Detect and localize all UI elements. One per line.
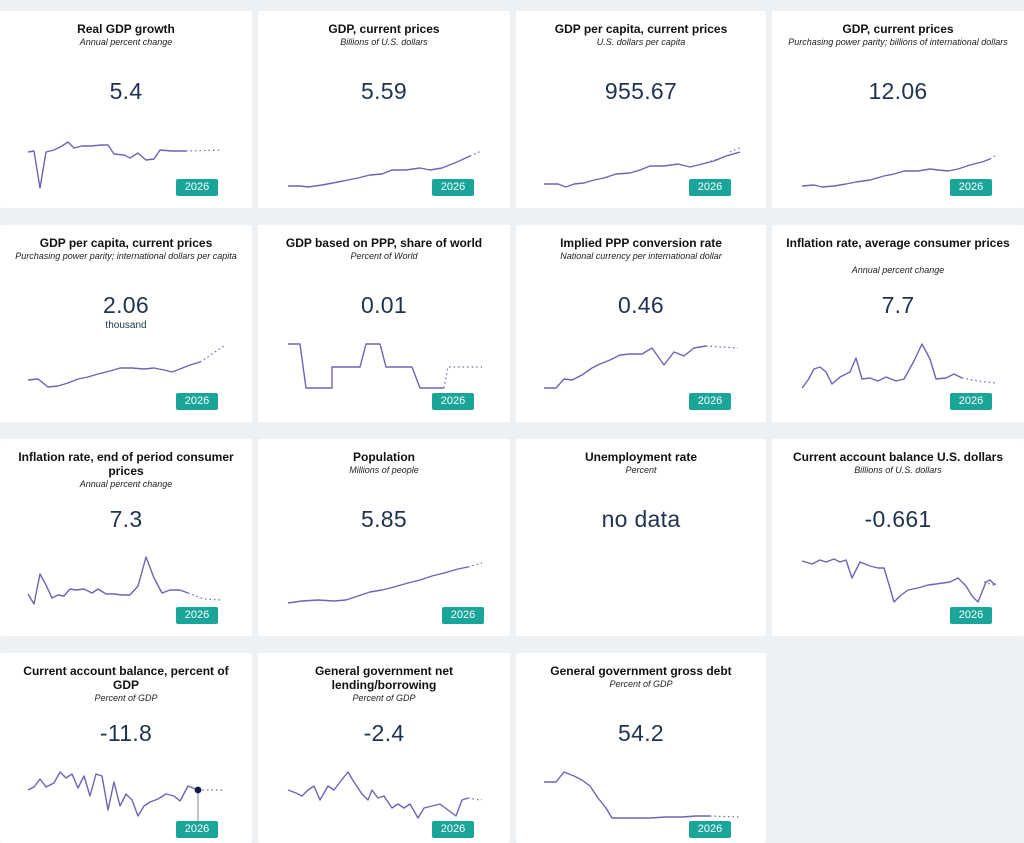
- card-subtitle: Annual percent change: [851, 265, 945, 275]
- sparkline-chart: [544, 345, 739, 389]
- card-value: 955.67: [604, 78, 678, 104]
- projection-year-badge[interactable]: 2026: [689, 393, 731, 410]
- card-subtitle: Percent of GDP: [609, 679, 673, 689]
- card-subtitle: Billions of U.S. dollars: [854, 465, 942, 475]
- projection-year-badge[interactable]: 2026: [689, 821, 731, 838]
- card-title: Unemployment rate: [584, 450, 698, 464]
- sparkline-chart: [27, 556, 223, 605]
- card-subtitle: Percent of GDP: [352, 693, 416, 703]
- card-subtitle: Annual percent change: [79, 479, 173, 489]
- card-gdp-current-prices[interactable]: GDP, current prices Billions of U.S. dol…: [258, 11, 510, 208]
- projection-year-badge[interactable]: 2026: [432, 179, 474, 196]
- card-title: General government net lending/borrowing: [314, 664, 454, 692]
- card-value: 0.46: [618, 292, 664, 318]
- sparkline-chart: [27, 345, 224, 388]
- sparkline-chart: [287, 562, 482, 604]
- sparkline-chart: [288, 343, 482, 389]
- card-gdp-per-capita-ppp[interactable]: GDP per capita, current prices Purchasin…: [0, 225, 252, 422]
- projection-year-badge[interactable]: 2026: [176, 393, 218, 410]
- card-inflation-average[interactable]: Inflation rate, average consumer prices …: [772, 225, 1024, 422]
- card-subtitle: Percent of World: [350, 251, 418, 261]
- sparkline-chart: [288, 150, 482, 188]
- projection-year-badge[interactable]: 2026: [176, 607, 218, 624]
- card-subtitle: Billions of U.S. dollars: [340, 37, 428, 47]
- card-real-gdp-growth[interactable]: Real GDP growth Annual percent change 5.…: [0, 11, 252, 208]
- card-subtitle: Purchasing power parity; billions of int…: [788, 37, 1008, 47]
- card-title: Real GDP growth: [77, 22, 175, 36]
- card-ppp-conversion-rate[interactable]: Implied PPP conversion rate National cur…: [516, 225, 766, 422]
- card-value: 54.2: [618, 720, 664, 746]
- card-current-account-pct-gdp[interactable]: Current account balance, percent of GDP …: [0, 653, 252, 843]
- card-value: -11.8: [99, 720, 153, 746]
- card-gov-gross-debt[interactable]: General government gross debt Percent of…: [516, 653, 766, 843]
- card-unit: thousand: [105, 320, 147, 331]
- sparkline-chart: [27, 771, 224, 824]
- card-unemployment-rate[interactable]: Unemployment rate Percent no data: [516, 439, 766, 636]
- card-title: Implied PPP conversion rate: [560, 236, 722, 250]
- card-value: -0.661: [864, 506, 932, 532]
- card-gov-net-lending[interactable]: General government net lending/borrowing…: [258, 653, 510, 843]
- card-title: GDP per capita, current prices: [554, 22, 728, 36]
- card-title: GDP based on PPP, share of world: [285, 236, 483, 250]
- sparkline-chart: [801, 558, 996, 603]
- card-subtitle: Percent: [625, 465, 657, 475]
- sparkline-chart: [544, 771, 740, 819]
- projection-year-badge[interactable]: 2026: [950, 393, 992, 410]
- card-title: GDP per capita, current prices: [39, 236, 213, 250]
- sparkline-chart: [287, 771, 482, 819]
- sparkline-chart: [544, 147, 740, 188]
- card-value: 5.85: [361, 506, 407, 532]
- projection-year-badge[interactable]: 2026: [176, 821, 218, 838]
- card-title: GDP, current prices: [842, 22, 954, 36]
- card-title: Current account balance U.S. dollars: [792, 450, 1004, 464]
- projection-year-badge[interactable]: 2026: [432, 821, 474, 838]
- card-gdp-ppp[interactable]: GDP, current prices Purchasing power par…: [772, 11, 1024, 208]
- projection-year-badge[interactable]: 2026: [689, 179, 731, 196]
- card-population[interactable]: Population Millions of people 5.85 2026: [258, 439, 510, 636]
- card-value: 7.7: [881, 292, 915, 318]
- card-title: Inflation rate, end of period consumer p…: [18, 450, 234, 478]
- card-value: no data: [601, 506, 681, 532]
- card-value: 2.06: [103, 292, 149, 318]
- projection-year-badge[interactable]: 2026: [950, 179, 992, 196]
- card-title: Population: [353, 450, 415, 464]
- card-title: Inflation rate, average consumer prices: [786, 236, 1010, 250]
- card-gdp-per-capita[interactable]: GDP per capita, current prices U.S. doll…: [516, 11, 766, 208]
- sparkline-chart: [801, 154, 996, 188]
- sparkline-chart: [801, 343, 996, 389]
- sparkline-chart: [27, 141, 223, 189]
- card-subtitle: Purchasing power parity; international d…: [15, 251, 237, 261]
- projection-year-badge[interactable]: 2026: [442, 607, 484, 624]
- card-subtitle: Percent of GDP: [94, 693, 158, 703]
- card-value: 5.59: [361, 78, 407, 104]
- card-inflation-end-period[interactable]: Inflation rate, end of period consumer p…: [0, 439, 252, 636]
- card-gdp-ppp-share[interactable]: GDP based on PPP, share of world Percent…: [258, 225, 510, 422]
- card-current-account-usd[interactable]: Current account balance U.S. dollars Bil…: [772, 439, 1024, 636]
- card-subtitle: U.S. dollars per capita: [596, 37, 686, 47]
- card-subtitle: Annual percent change: [79, 37, 173, 47]
- card-title: GDP, current prices: [328, 22, 440, 36]
- card-value: 7.3: [109, 506, 143, 532]
- card-value: 12.06: [868, 78, 928, 104]
- projection-year-badge[interactable]: 2026: [176, 179, 218, 196]
- card-value: -2.4: [363, 720, 405, 746]
- card-value: 5.4: [109, 78, 143, 104]
- card-title: General government gross debt: [550, 664, 732, 678]
- card-subtitle: Millions of people: [349, 465, 419, 475]
- card-title: Current account balance, percent of GDP: [23, 664, 229, 692]
- card-value: 0.01: [361, 292, 407, 318]
- projection-year-badge[interactable]: 2026: [432, 393, 474, 410]
- projection-year-badge[interactable]: 2026: [950, 607, 992, 624]
- card-subtitle: National currency per international doll…: [560, 251, 722, 261]
